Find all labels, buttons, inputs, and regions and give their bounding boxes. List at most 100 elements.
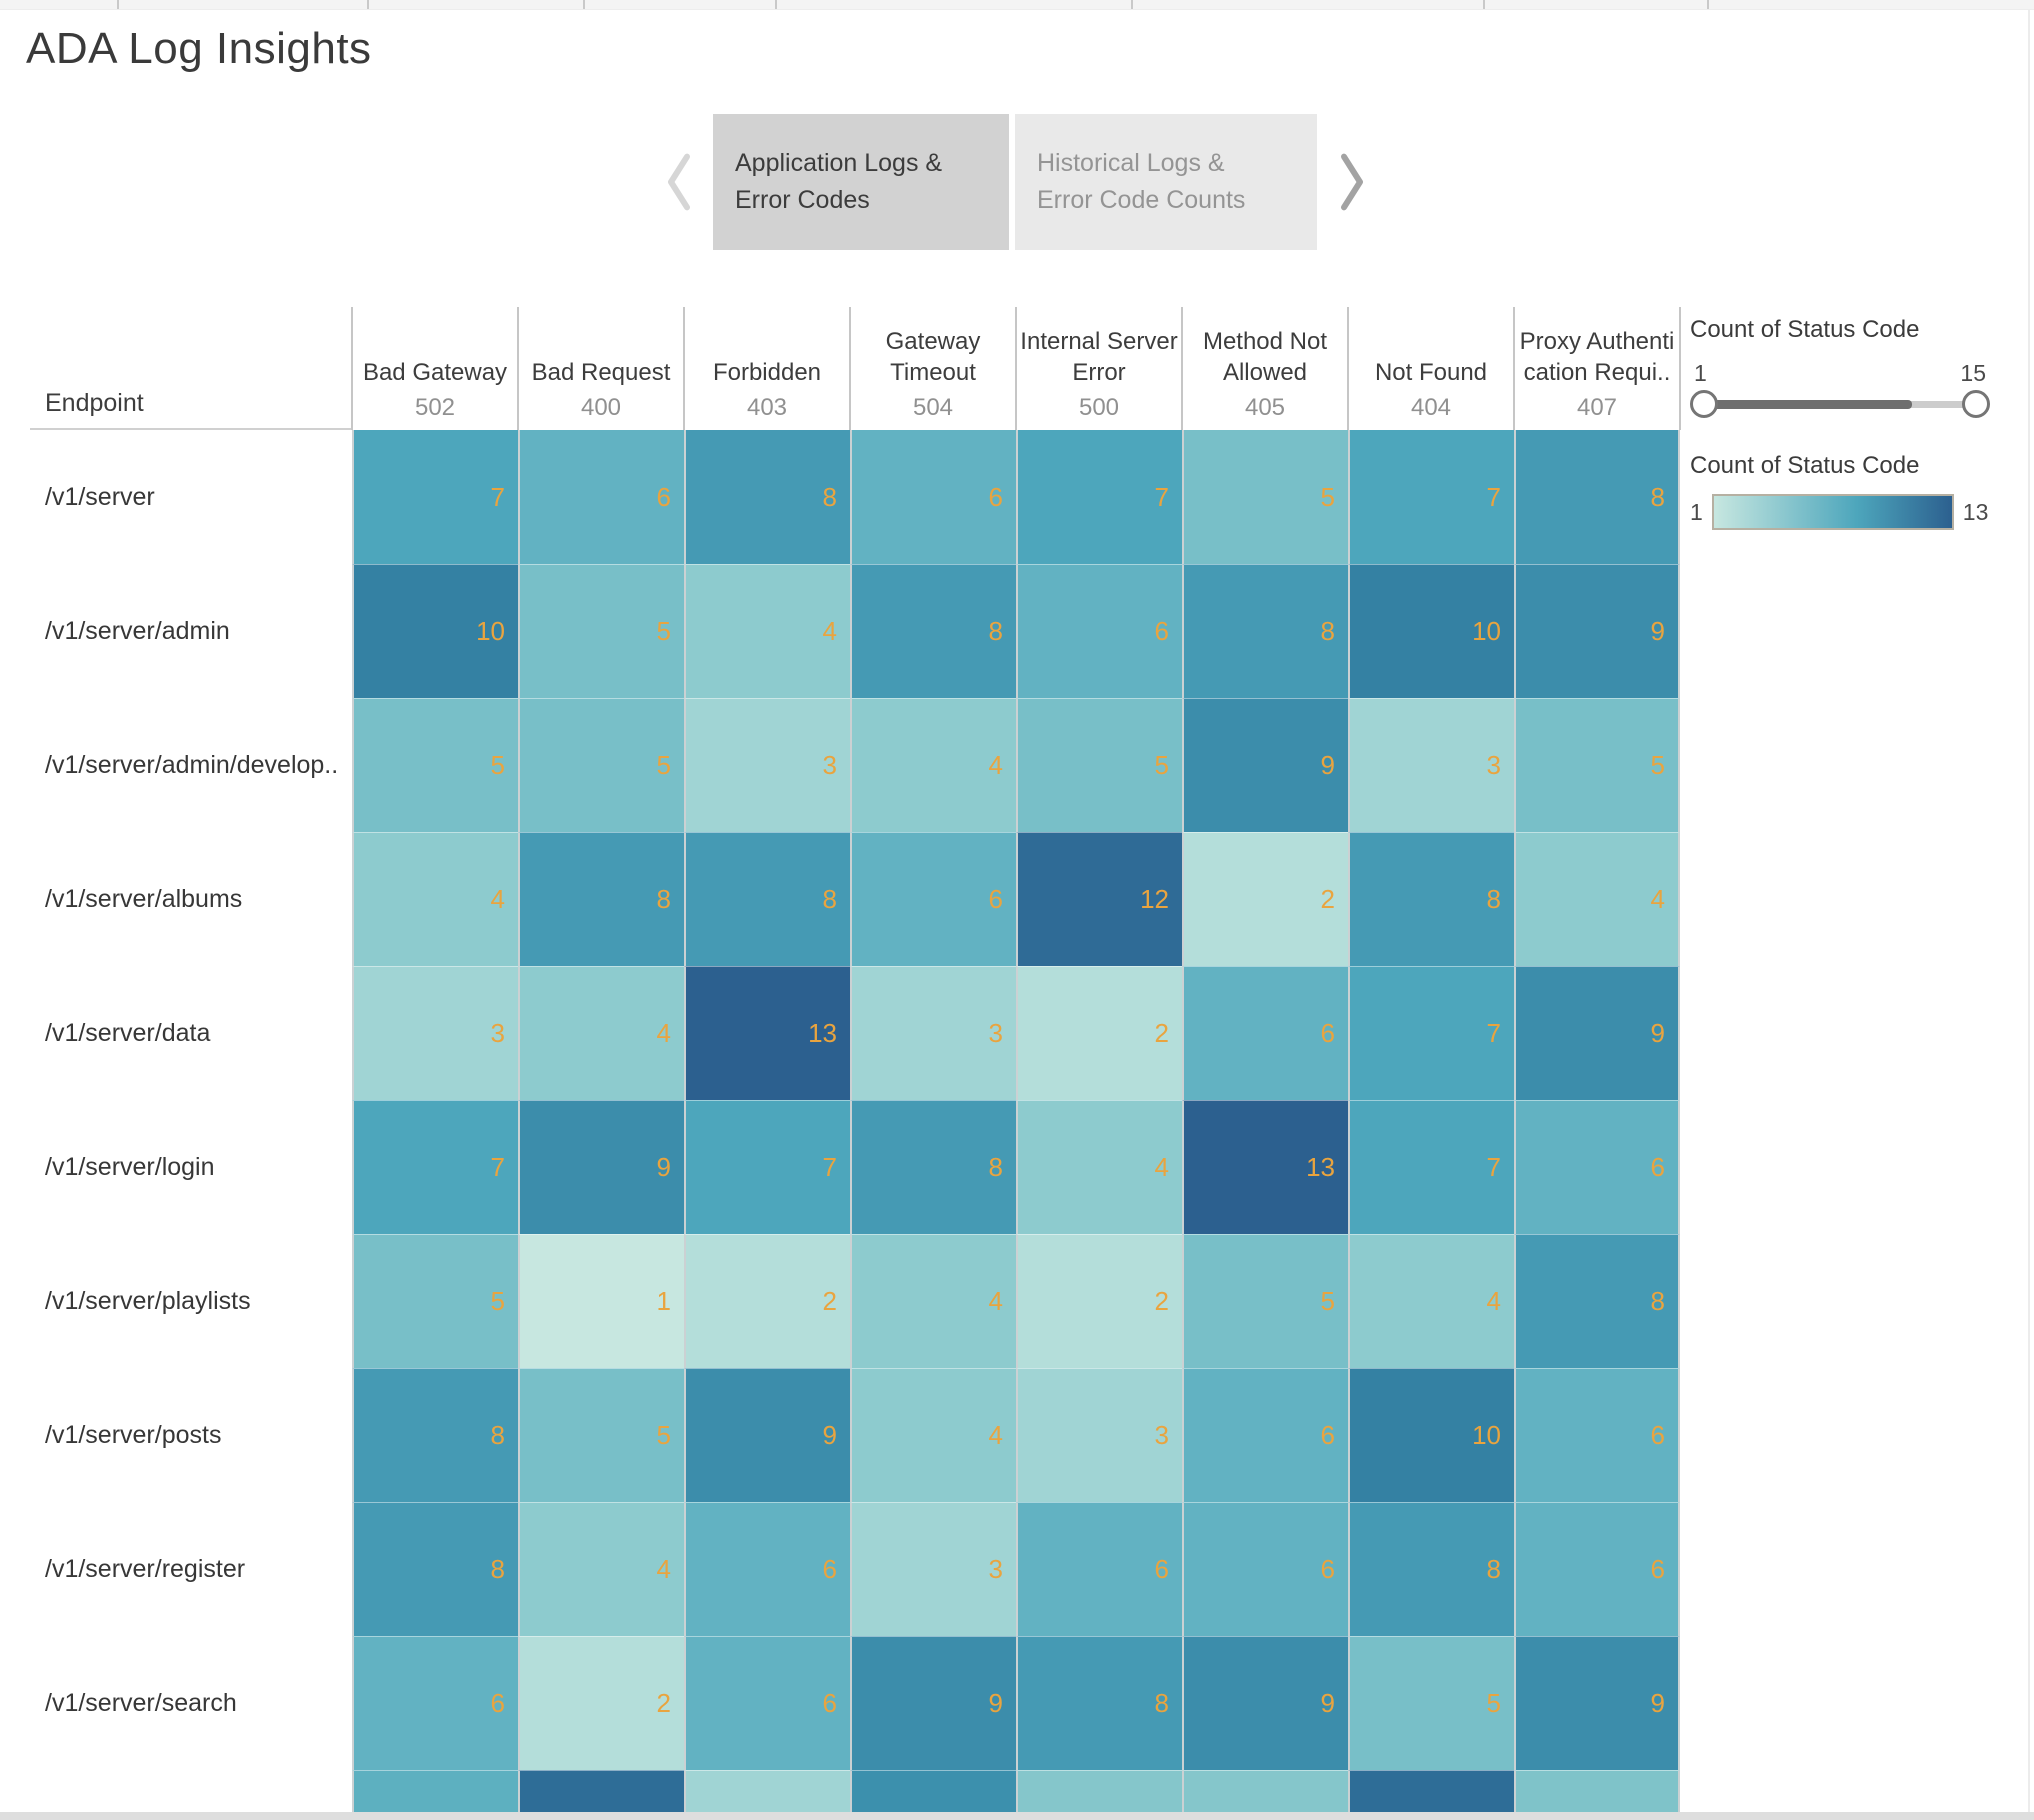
heatmap-cell[interactable] (1182, 1770, 1348, 1812)
heatmap-cell[interactable] (1348, 1770, 1514, 1812)
endpoint-label[interactable]: /v1/server/posts (30, 1368, 352, 1502)
column-header[interactable]: Gateway Timeout 504 (849, 230, 1016, 430)
heatmap-cell[interactable]: 4 (352, 832, 518, 966)
heatmap-cell[interactable]: 6 (1016, 1502, 1182, 1636)
heatmap-cell[interactable]: 7 (1348, 966, 1514, 1100)
heatmap-cell[interactable] (1016, 1770, 1182, 1812)
heatmap-cell[interactable]: 13 (1182, 1100, 1348, 1234)
heatmap-cell[interactable]: 8 (684, 832, 850, 966)
heatmap-cell[interactable]: 8 (1016, 1636, 1182, 1770)
heatmap-cell[interactable]: 7 (352, 430, 518, 564)
endpoint-label[interactable]: /v1/server/admin/develop.. (30, 698, 352, 832)
heatmap-cell[interactable]: 7 (352, 1100, 518, 1234)
heatmap-cell[interactable]: 4 (1348, 1234, 1514, 1368)
heatmap-cell[interactable]: 5 (518, 698, 684, 832)
heatmap-cell[interactable] (684, 1770, 850, 1812)
endpoint-label[interactable]: /v1/server/search (30, 1636, 352, 1770)
heatmap-cell[interactable]: 2 (684, 1234, 850, 1368)
heatmap-cell[interactable]: 9 (1514, 966, 1680, 1100)
heatmap-cell[interactable]: 6 (684, 1502, 850, 1636)
column-header[interactable]: Bad Request 400 (517, 230, 684, 430)
heatmap-cell[interactable] (1514, 1770, 1680, 1812)
heatmap-cell[interactable]: 8 (850, 1100, 1016, 1234)
endpoint-label[interactable]: /v1/server/admin (30, 564, 352, 698)
heatmap-cell[interactable]: 8 (1514, 430, 1680, 564)
heatmap-cell[interactable]: 4 (850, 698, 1016, 832)
chevron-left-icon[interactable] (662, 150, 696, 214)
heatmap-cell[interactable]: 6 (518, 430, 684, 564)
tab-application-logs[interactable]: Application Logs & Error Codes (713, 114, 1009, 250)
heatmap-cell[interactable]: 10 (352, 564, 518, 698)
column-header[interactable]: Bad Gateway 502 (351, 230, 518, 430)
range-slider[interactable] (1690, 389, 1990, 419)
chevron-right-icon[interactable] (1335, 150, 1369, 214)
heatmap-cell[interactable]: 5 (518, 564, 684, 698)
heatmap-cell[interactable]: 1 (518, 1234, 684, 1368)
heatmap-cell[interactable]: 9 (684, 1368, 850, 1502)
heatmap-cell[interactable]: 10 (1348, 1368, 1514, 1502)
column-header[interactable]: Proxy Authentication Requi.. 407 (1513, 230, 1681, 430)
heatmap-cell[interactable]: 4 (850, 1234, 1016, 1368)
heatmap-cell[interactable]: 8 (1348, 1502, 1514, 1636)
heatmap-cell[interactable]: 4 (518, 1502, 684, 1636)
range-slider-handle-min[interactable] (1690, 390, 1718, 418)
heatmap-cell[interactable]: 3 (352, 966, 518, 1100)
heatmap-cell[interactable]: 4 (684, 564, 850, 698)
heatmap-cell[interactable]: 6 (1514, 1100, 1680, 1234)
endpoint-label[interactable]: /v1/server (30, 430, 352, 564)
heatmap-cell[interactable]: 4 (1514, 832, 1680, 966)
heatmap-cell[interactable] (850, 1770, 1016, 1812)
heatmap-cell[interactable]: 7 (684, 1100, 850, 1234)
heatmap-cell[interactable]: 5 (352, 1234, 518, 1368)
endpoint-label[interactable]: /v1/server/playlists (30, 1234, 352, 1368)
heatmap-cell[interactable]: 9 (1182, 698, 1348, 832)
heatmap-cell[interactable]: 8 (1348, 832, 1514, 966)
heatmap-cell[interactable]: 2 (1016, 966, 1182, 1100)
heatmap-cell[interactable]: 6 (850, 430, 1016, 564)
heatmap-cell[interactable]: 13 (684, 966, 850, 1100)
heatmap-cell[interactable]: 5 (518, 1368, 684, 1502)
heatmap-cell[interactable] (352, 1770, 518, 1812)
bottom-scrollbar-track[interactable] (0, 1812, 2034, 1820)
heatmap-cell[interactable]: 8 (1182, 564, 1348, 698)
heatmap-cell[interactable]: 3 (1016, 1368, 1182, 1502)
endpoint-label[interactable]: /v1/server/register (30, 1502, 352, 1636)
heatmap-cell[interactable]: 8 (850, 564, 1016, 698)
heatmap-cell[interactable]: 2 (1016, 1234, 1182, 1368)
heatmap-cell[interactable]: 3 (1348, 698, 1514, 832)
heatmap-cell[interactable]: 4 (1016, 1100, 1182, 1234)
heatmap-cell[interactable]: 5 (1016, 698, 1182, 832)
column-header[interactable]: Internal Server Error 500 (1015, 230, 1182, 430)
heatmap-cell[interactable]: 5 (1182, 430, 1348, 564)
column-header[interactable]: Not Found 404 (1347, 230, 1514, 430)
heatmap-cell[interactable] (518, 1770, 684, 1812)
heatmap-cell[interactable]: 8 (1514, 1234, 1680, 1368)
heatmap-cell[interactable]: 8 (352, 1368, 518, 1502)
heatmap-cell[interactable]: 5 (1182, 1234, 1348, 1368)
heatmap-cell[interactable]: 10 (1348, 564, 1514, 698)
column-header[interactable]: Forbidden 403 (683, 230, 850, 430)
heatmap-cell[interactable]: 8 (518, 832, 684, 966)
endpoint-label[interactable]: /v1/server/albums (30, 832, 352, 966)
heatmap-cell[interactable]: 6 (1514, 1502, 1680, 1636)
heatmap-cell[interactable]: 3 (684, 698, 850, 832)
heatmap-cell[interactable]: 7 (1348, 430, 1514, 564)
heatmap-cell[interactable]: 5 (1348, 1636, 1514, 1770)
heatmap-cell[interactable]: 6 (1016, 564, 1182, 698)
range-slider-handle-max[interactable] (1962, 390, 1990, 418)
heatmap-cell[interactable]: 9 (1514, 564, 1680, 698)
heatmap-cell[interactable]: 3 (850, 966, 1016, 1100)
heatmap-cell[interactable]: 8 (684, 430, 850, 564)
endpoint-label[interactable]: /v1/server/data (30, 966, 352, 1100)
heatmap-cell[interactable]: 6 (684, 1636, 850, 1770)
heatmap-cell[interactable]: 9 (1514, 1636, 1680, 1770)
heatmap-cell[interactable]: 6 (1182, 1368, 1348, 1502)
heatmap-cell[interactable]: 12 (1016, 832, 1182, 966)
heatmap-cell[interactable]: 7 (1016, 430, 1182, 564)
heatmap-cell[interactable]: 9 (518, 1100, 684, 1234)
heatmap-cell[interactable]: 5 (1514, 698, 1680, 832)
heatmap-cell[interactable]: 4 (850, 1368, 1016, 1502)
heatmap-cell[interactable]: 5 (352, 698, 518, 832)
endpoint-label[interactable]: /v1/server/login (30, 1100, 352, 1234)
heatmap-cell[interactable]: 9 (850, 1636, 1016, 1770)
